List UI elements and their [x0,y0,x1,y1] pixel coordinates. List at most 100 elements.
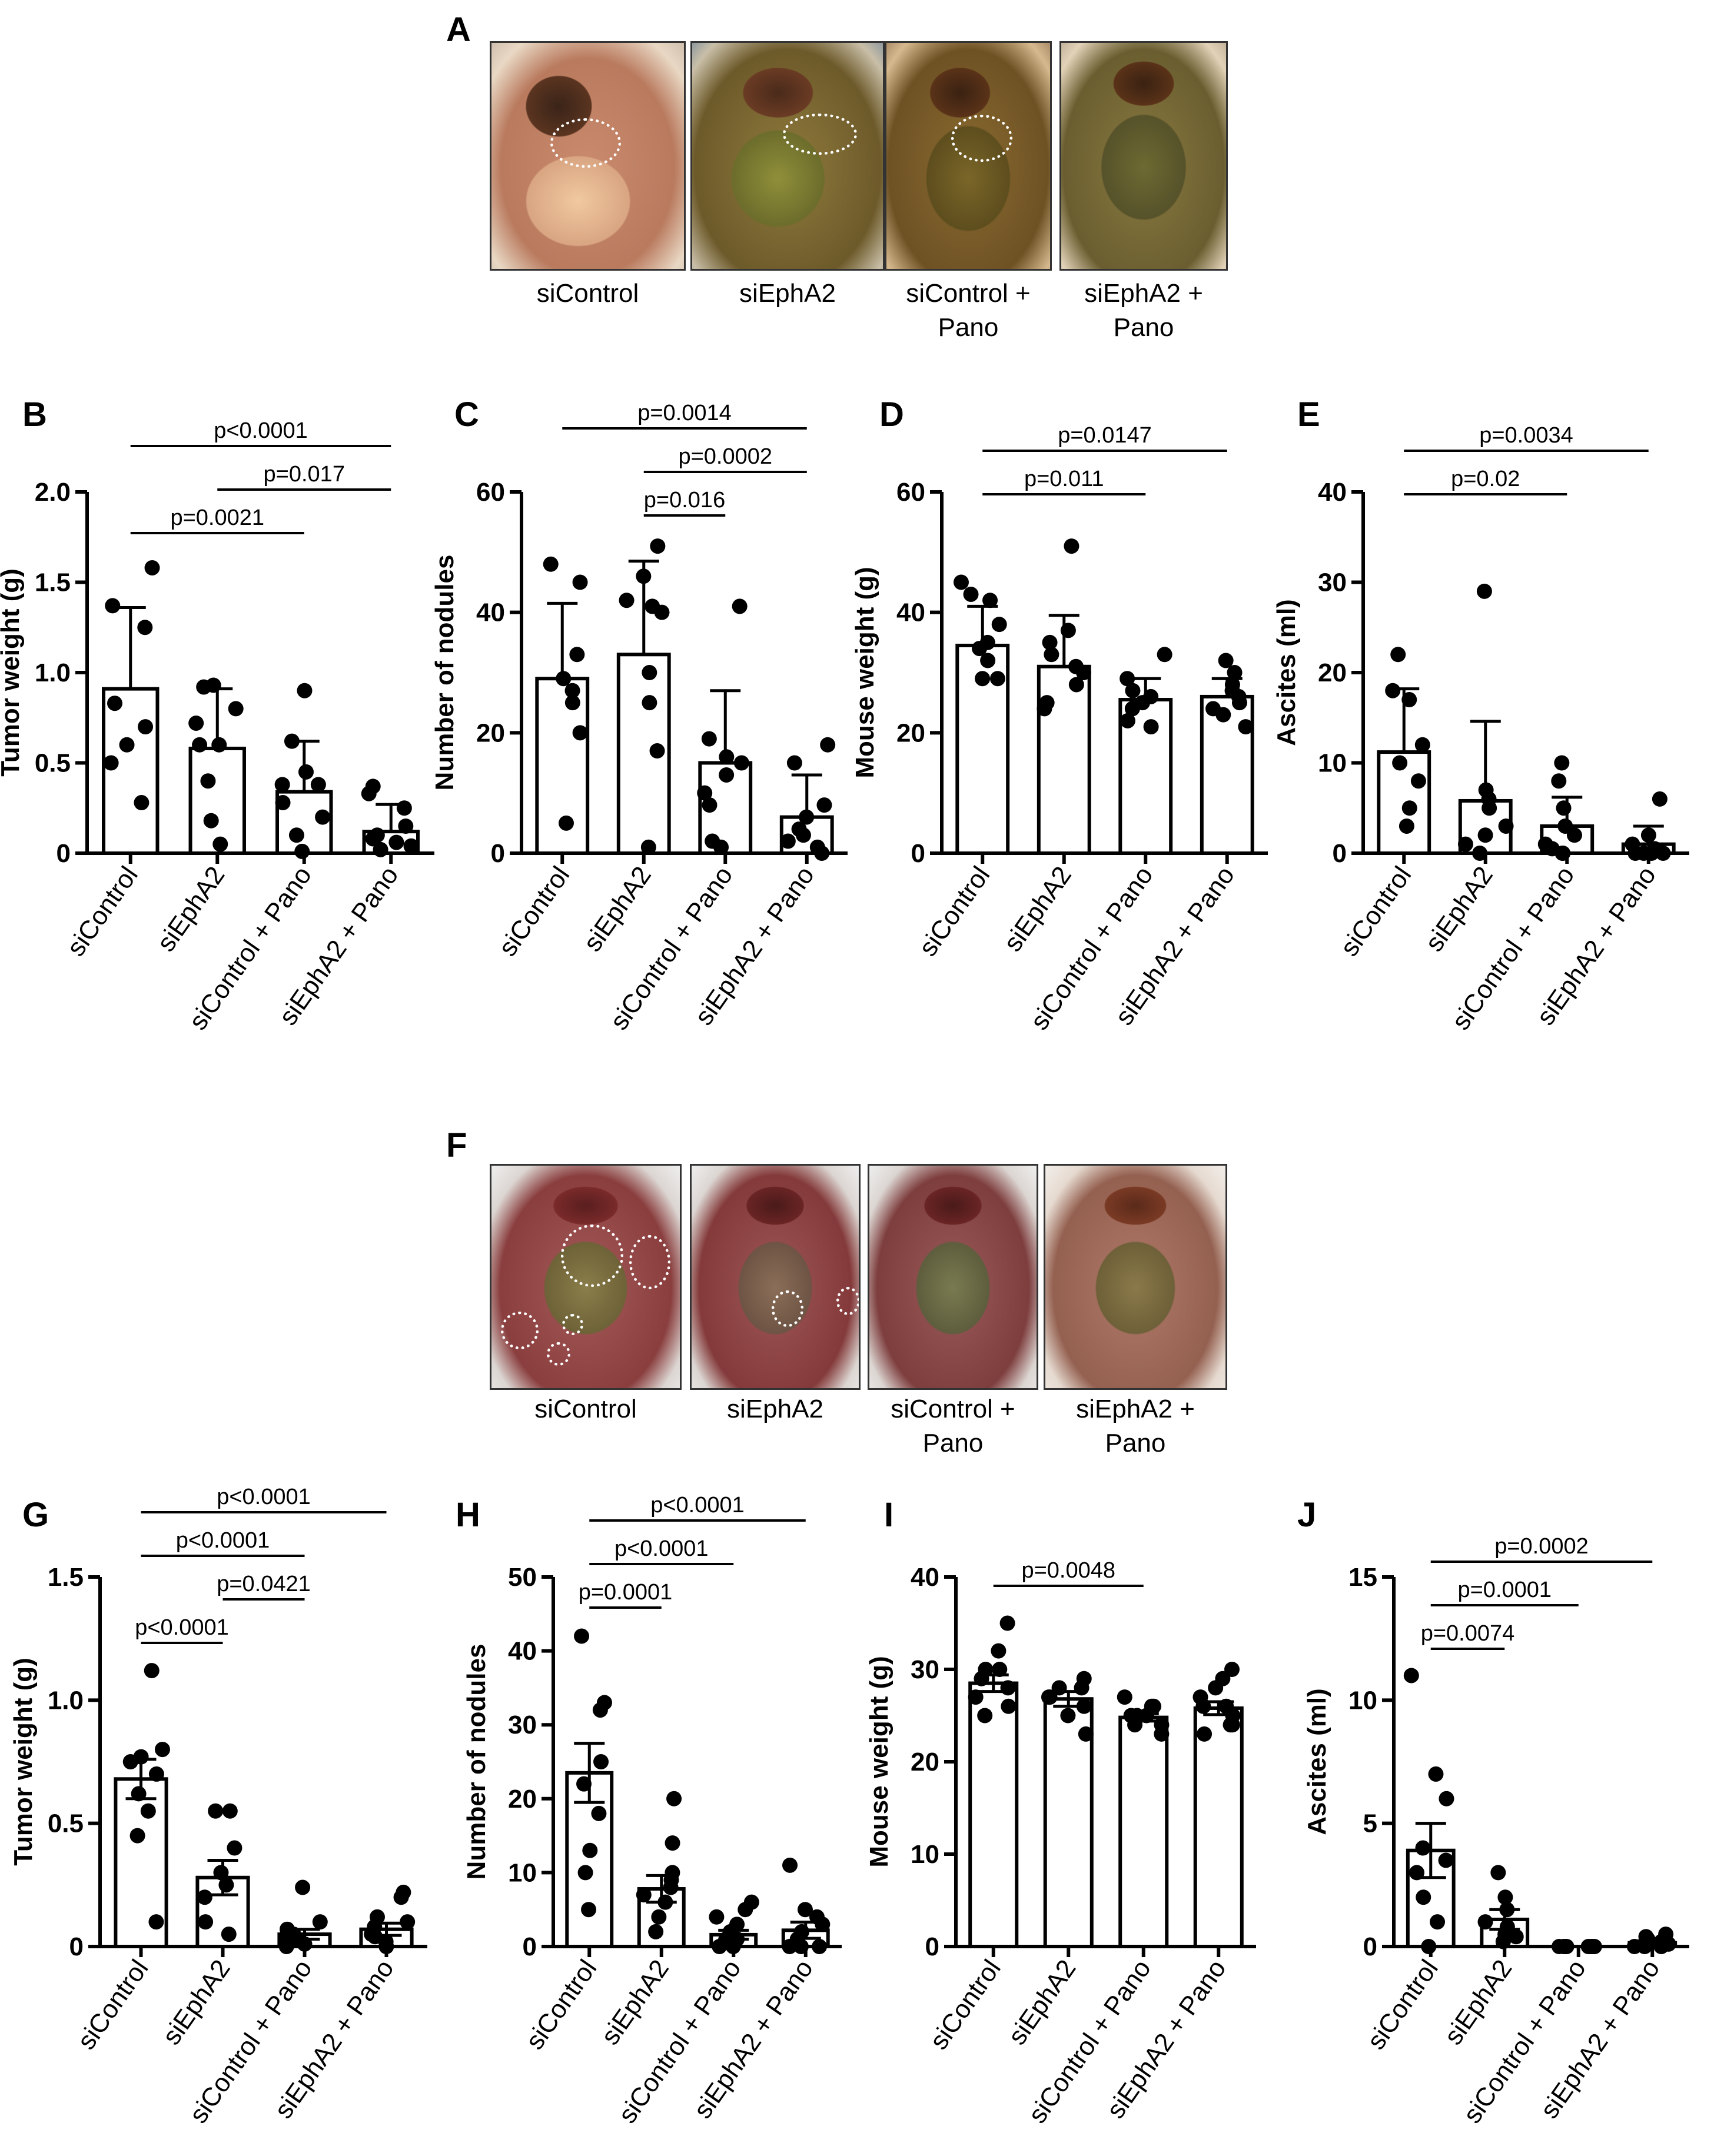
y-axis-title: Tumor weight (g) [0,568,25,777]
data-point [1559,1939,1575,1954]
data-point [636,1887,652,1903]
y-tick-label: 0 [523,1932,537,1961]
y-tick-label: 40 [508,1637,537,1666]
y-tick-label: 0 [911,839,925,868]
y-tick-label: 5 [1363,1809,1377,1838]
data-point [1457,836,1473,852]
tumor-circle-marker [547,1342,570,1366]
data-point [1064,538,1079,554]
y-tick-label: 20 [1318,658,1347,687]
y-tick-label: 0 [57,839,71,868]
data-point [1498,818,1514,834]
data-point [400,1914,416,1930]
chart-panel-b: B Tumor weight (g) 0 0.5 1.0 1.5 2.0 siControl s… [0,395,434,1035]
y-tick-label: 0 [1363,1932,1377,1961]
data-point [373,841,388,857]
data-point [642,665,657,680]
p-value-label: p<0.0001 [614,1536,709,1561]
y-axis-title: Tumor weight (g) [9,1658,38,1866]
x-tick-label: siControl [1361,1955,1444,2055]
data-point [980,653,996,668]
y-tick-label: 0.5 [35,749,71,778]
data-point [636,568,652,584]
data-point [1415,1840,1431,1856]
data-point [657,1894,673,1910]
data-point [809,1909,825,1925]
data-point [1409,1865,1425,1881]
data-point [275,795,291,811]
p-value-label: p=0.017 [264,462,345,487]
data-point [1218,653,1234,668]
p-value-label: p=0.0074 [1421,1621,1515,1646]
bar-2 [1037,664,1091,856]
data-point [388,834,404,850]
data-point [211,737,227,753]
data-point [1390,647,1406,663]
data-point [975,671,991,687]
y-tick-label: 15 [1348,1563,1377,1592]
data-point [144,560,160,575]
y-tick-label: 20 [896,718,925,747]
p-value-label: p=0.0002 [678,444,772,469]
y-tick-label: 1.0 [48,1686,84,1715]
data-point [558,815,574,831]
y-tick-label: 1.5 [35,568,71,597]
data-point [543,556,559,572]
p-value-label: p=0.011 [1024,467,1104,491]
data-point [1068,658,1084,674]
data-point [816,797,832,813]
tumor-circle-marker [836,1287,859,1315]
data-point [1499,1902,1515,1918]
data-point [651,1909,667,1925]
x-tick-label: siControl [493,861,576,961]
x-tick-label: siEphA2 [596,1955,675,2050]
p-value-label: p=0.0421 [217,1572,311,1596]
panel-label-f: F [446,1126,467,1164]
x-tick-label: siControl [520,1955,603,2055]
data-point [732,598,748,614]
data-point [1477,1914,1493,1930]
chart-panel-i: I Mouse weight (g) 0 10 20 30 40 siControlsiEph… [865,1496,1256,2128]
data-point [212,836,228,852]
data-point [134,795,150,811]
photo-caption-a-4: siEphA2 + Pano [1084,279,1203,342]
p-value-label: p<0.0001 [214,418,308,443]
data-point [1385,683,1401,698]
data-point [1490,1865,1506,1881]
data-point [205,677,221,693]
data-point [978,1662,994,1677]
data-point [697,785,713,801]
data-point [820,737,836,753]
data-point [564,695,580,711]
data-point [148,1914,164,1930]
x-tick-label: siEphA2 [157,1955,236,2050]
photo-caption-f-2: siEphA2 [727,1395,823,1423]
data-point [288,827,304,843]
data-point [138,719,154,735]
y-tick-label: 10 [1348,1686,1377,1715]
data-point [1399,818,1414,834]
y-tick-label: 10 [1318,749,1347,778]
data-point [1583,1939,1599,1954]
p-value-label: p=0.02 [1451,467,1520,491]
data-point [1068,677,1084,693]
panel-label-j: J [1297,1496,1316,1534]
data-point [577,1865,593,1881]
x-tick-label: siEphA2 [1002,1955,1081,2050]
y-tick-label: 40 [896,598,925,627]
data-point [650,538,666,554]
data-point [140,1803,156,1819]
data-point [1157,647,1172,663]
data-point [396,1884,411,1900]
bar-1 [968,1681,1019,1949]
data-point [963,586,979,602]
x-tick-label: siControl [924,1955,1007,2055]
panel-label-c: C [454,395,479,434]
data-point [786,755,802,771]
data-point [1193,1689,1208,1705]
panel-label-g: G [22,1496,49,1534]
data-point [298,764,314,780]
data-point [1144,1698,1160,1714]
tumor-circle-marker [501,1312,539,1349]
